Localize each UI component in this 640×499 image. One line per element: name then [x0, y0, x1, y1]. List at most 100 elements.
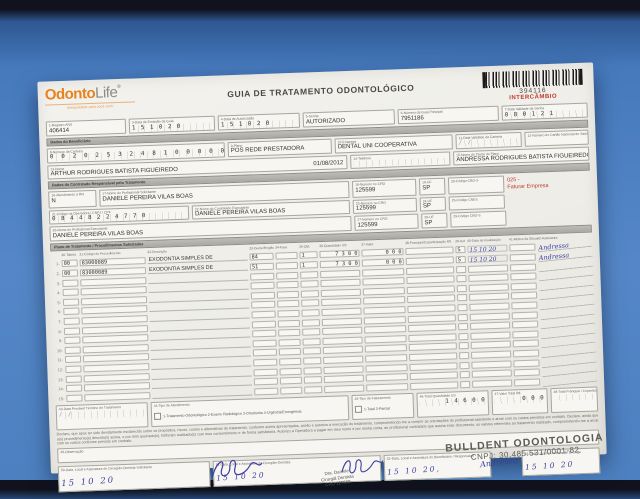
- field-uf-profissional: 28-UF SP: [421, 212, 448, 229]
- cell-data-realizacao: [468, 283, 509, 292]
- cell-qtd: [303, 376, 323, 384]
- cell-motivo-glosa: [509, 263, 537, 272]
- cell-data-realizacao: [471, 350, 512, 359]
- cell-data-realizacao: 15 10 20: [467, 254, 508, 264]
- cell-tabela: [62, 279, 79, 287]
- cell-franquia: [409, 371, 458, 381]
- cell-motivo-glosa: [512, 330, 539, 339]
- cell-face: [275, 252, 298, 261]
- cell-tabela: [62, 298, 80, 306]
- odontolife-logo: OdontoLife® tranquilidade para você sorr…: [44, 83, 164, 111]
- cell-franquia: [408, 323, 457, 333]
- cell-qtd-us: [320, 288, 361, 297]
- barcode-block: 394116 INTERCÂMBIO: [478, 68, 587, 103]
- handwritten-date: 15 10 20: [524, 459, 575, 472]
- cell-data-realizacao: [470, 321, 511, 331]
- cell-aut: [457, 303, 468, 312]
- cell-qtd-us: [321, 307, 362, 317]
- cell-data-realizacao: [469, 302, 510, 311]
- dentist-stamp: Dra. Daniele Cirurgiã Dentista CRO 12559…: [302, 465, 373, 490]
- cell-aut: [458, 342, 469, 350]
- cell-qtd-us: [322, 336, 363, 345]
- cell-aut: [456, 275, 467, 283]
- field-termino-tratamento: 43-Data Provável Término do Tratamento /…: [55, 402, 149, 431]
- field-data-emissao: 3-Data de Emissão da Guia 1 5 1 0 2 0: [128, 115, 216, 134]
- note-line: Faturar Empresa: [507, 183, 549, 191]
- cell-data-realizacao: [469, 292, 510, 302]
- cell-tabela: 00: [61, 259, 78, 268]
- sig-cirurgiao-dentista: 51-Data, Local e Assinatura do Cirurgião…: [212, 455, 384, 490]
- cell-qtd-us: 7 3 0 0: [319, 259, 360, 269]
- field-data-autorizacao: 4-Data de Autorização 1 5 1 0 2 0: [217, 112, 301, 131]
- cell-motivo-glosa: [511, 311, 538, 319]
- cell-motivo-glosa: [513, 368, 540, 377]
- field-cbos-solicitante: 20-Código CBO-S: [447, 175, 505, 195]
- sig-dentista-solicitante: 50-Data, Local e Assinatura do Cirurgião…: [57, 461, 211, 493]
- cell-valor: [362, 267, 405, 277]
- cell-tabela: [64, 355, 82, 364]
- cell-valor: [363, 296, 406, 305]
- cell-valor: 0 0 0: [361, 258, 404, 267]
- cell-tabela: [65, 374, 82, 383]
- cell-face: [279, 367, 302, 376]
- cell-face: [276, 281, 299, 289]
- cell-franquia: [406, 275, 455, 285]
- cell-aut: [457, 294, 468, 302]
- col-face: 34-Face: [275, 245, 288, 250]
- cell-data-realizacao: [470, 331, 511, 340]
- cell-tabela: [66, 394, 83, 402]
- cell-data-realizacao: [471, 359, 512, 369]
- cell-valor: [363, 315, 406, 325]
- cell-dente: 84: [249, 253, 274, 261]
- col-valor: 37-Valor: [361, 242, 374, 247]
- field-total-quantidade-us: 46-Total Quantidade US 1 4 6 0 0: [416, 390, 490, 418]
- cell-aut: S: [455, 246, 466, 254]
- field-value: SP: [422, 203, 432, 210]
- cell-aut: [456, 265, 467, 273]
- cell-qtd: [303, 357, 322, 365]
- cell-qtd: [301, 318, 321, 327]
- field-value: SP: [424, 220, 433, 227]
- cell-qtd-us: [320, 269, 361, 278]
- cell-data-realizacao: 15 10 20: [467, 244, 508, 254]
- cell-face: [280, 386, 303, 395]
- cell-face: [279, 357, 302, 366]
- tipo-atendimento-checkbox: [153, 413, 162, 421]
- field-label: 50-Data, Local e Assinatura do Cirurgião…: [60, 465, 153, 473]
- cell-codigo: [84, 391, 151, 402]
- cell-tabela: [63, 307, 80, 316]
- cell-qtd: [300, 270, 319, 279]
- cell-motivo-glosa: [511, 320, 539, 329]
- cell-qtd: [303, 366, 322, 375]
- field-label: 20-Código CBO-S: [450, 178, 479, 184]
- cell-face: [278, 328, 301, 337]
- field-value: N: [51, 198, 56, 205]
- cell-tabela: [63, 317, 80, 326]
- cell-tabela: [64, 336, 81, 345]
- cell-valor: [365, 373, 408, 382]
- cell-dente: 51: [249, 262, 275, 271]
- cell-qtd-us: [323, 355, 364, 364]
- logo-odonto-text: Odonto: [44, 84, 96, 104]
- cell-dente: [250, 281, 275, 290]
- cell-qtd: [302, 347, 322, 356]
- cell-qtd: [300, 289, 320, 298]
- col-qtd-us: 36-Quantidade US: [319, 243, 347, 249]
- cell-face: [277, 319, 301, 328]
- cell-dente: [250, 291, 276, 300]
- form-title: GUIA DE TRATAMENTO ODONTOLÓGICO: [227, 82, 415, 100]
- field-plano: 9-Plano POS REDE PRESTADORA: [227, 138, 332, 157]
- cell-qtd-us: [320, 278, 361, 288]
- cell-franquia: [408, 342, 457, 352]
- cell-motivo-glosa: [511, 301, 538, 310]
- cell-motivo-glosa: [512, 339, 539, 348]
- cell-tabela: [62, 288, 79, 297]
- cell-franquia: [408, 333, 457, 342]
- field-valor-total: 47-Valor Total R$ 0 0 0: [491, 388, 549, 416]
- cell-tabela: [63, 327, 81, 335]
- cell-franquia: [405, 256, 454, 266]
- col-motivo-glosa: 41-Motivo da Glosa: [509, 236, 538, 242]
- cell-face: [279, 376, 303, 385]
- gto-form-paper: OdontoLife® tranquilidade para você sorr…: [37, 62, 607, 493]
- field-cartao-nacional-saude: 12-Número do Cartão Nacional de Saúde: [524, 129, 589, 147]
